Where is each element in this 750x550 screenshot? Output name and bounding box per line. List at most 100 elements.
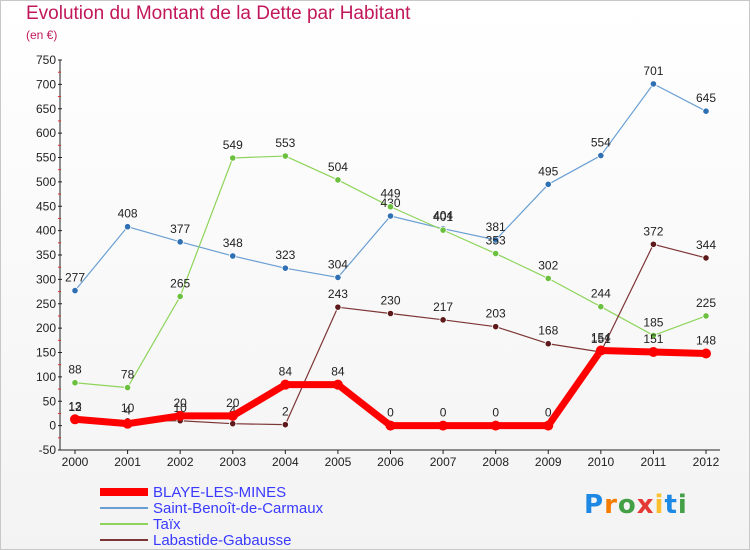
x-tick-label: 2004: [272, 455, 299, 469]
data-point: [229, 420, 237, 428]
y-tick-label: 200: [36, 321, 56, 335]
data-label: 151: [643, 332, 663, 346]
data-label: 344: [696, 238, 716, 252]
data-label: 244: [591, 287, 611, 301]
y-tick-label: 500: [36, 175, 56, 189]
legend-label: Labastide-Gabausse: [153, 531, 292, 549]
data-label: 4: [229, 404, 236, 418]
x-tick-label: 2011: [641, 455, 667, 469]
legend-label: Taïx: [153, 515, 181, 533]
data-point: [492, 323, 500, 331]
logo-letter: P: [584, 490, 605, 520]
data-label: 353: [486, 234, 506, 248]
data-label: 377: [170, 222, 190, 236]
data-label: 0: [492, 406, 499, 420]
data-label: 495: [538, 164, 558, 178]
logo-letter: i: [654, 490, 665, 520]
data-label: 0: [440, 406, 447, 420]
data-point: [334, 303, 342, 311]
x-tick-label: 2012: [693, 455, 720, 469]
data-point: [649, 80, 658, 88]
data-point: [702, 254, 710, 262]
data-point: [281, 152, 289, 160]
x-tick-label: 2007: [430, 455, 457, 469]
y-tick-label: 250: [36, 297, 56, 311]
data-label: 381: [486, 220, 506, 234]
x-tick-label: 2000: [62, 455, 89, 469]
data-point: [701, 348, 711, 359]
data-point: [122, 418, 133, 429]
logo-letter: x: [636, 490, 655, 520]
data-point: [544, 340, 552, 348]
data-label: 84: [331, 365, 345, 379]
data-point: [702, 107, 710, 115]
series-line: [74, 243, 707, 426]
data-point: [280, 379, 291, 390]
x-tick-label: 2006: [377, 455, 404, 469]
data-label: 554: [591, 136, 611, 150]
data-label: 154: [591, 331, 611, 345]
data-point: [597, 303, 605, 311]
data-label: 504: [328, 160, 348, 174]
legend-swatch: [100, 507, 148, 509]
data-point: [175, 410, 186, 421]
data-point: [229, 252, 237, 260]
legend-item: Labastide-Gabausse: [100, 531, 323, 549]
data-label: 20: [226, 396, 240, 410]
data-label: 203: [486, 307, 506, 321]
x-tick-label: 2005: [325, 455, 352, 469]
data-label: 243: [328, 287, 348, 301]
data-point: [492, 249, 500, 258]
data-label: 148: [696, 333, 716, 347]
data-point: [649, 240, 658, 248]
data-label: 225: [696, 296, 716, 310]
data-label: 78: [121, 368, 135, 382]
proxiti-logo: Proxiti: [584, 490, 688, 520]
data-label: 168: [538, 324, 558, 338]
data-label: 4: [124, 404, 131, 418]
data-point: [543, 420, 554, 431]
y-tick-label: 0: [49, 419, 56, 433]
chart-title: Evolution du Montant de la Dette par Hab…: [26, 3, 411, 24]
y-tick-label: 700: [36, 77, 56, 91]
legend-item: Taïx: [100, 515, 323, 533]
legend-swatch: [100, 488, 148, 496]
data-point: [70, 414, 80, 425]
data-point: [490, 420, 501, 431]
y-tick-label: 150: [36, 346, 56, 360]
data-label: 553: [275, 136, 295, 150]
data-label: 84: [279, 365, 293, 379]
data-label: 20: [173, 396, 187, 410]
data-label: 230: [380, 294, 400, 308]
data-label: 430: [380, 196, 400, 210]
legend-item: Saint-Benoît-de-Carmaux: [100, 500, 323, 517]
chart-subtitle: (en €): [26, 28, 58, 42]
data-point: [597, 151, 605, 160]
y-tick-label: 650: [36, 102, 56, 116]
x-tick-label: 2002: [167, 455, 194, 469]
x-tick-label: 2003: [219, 455, 246, 469]
data-point: [334, 273, 342, 282]
data-point: [123, 383, 132, 392]
data-label: 645: [696, 91, 716, 105]
data-label: 217: [433, 300, 453, 314]
data-label: 0: [545, 406, 552, 420]
data-label: 408: [118, 207, 138, 221]
data-label: 401: [433, 210, 453, 224]
x-tick-label: 2001: [114, 455, 141, 469]
data-point: [385, 420, 396, 431]
data-point: [176, 238, 184, 246]
data-point: [439, 226, 447, 234]
data-label: 2: [282, 405, 289, 419]
data-point: [332, 379, 343, 390]
data-point: [176, 292, 184, 301]
x-tick-label: 2009: [535, 455, 562, 469]
logo-letter: r: [604, 490, 618, 520]
data-label: 10: [173, 401, 187, 415]
data-point: [281, 421, 289, 429]
data-point: [386, 309, 395, 318]
data-label: 348: [223, 236, 243, 250]
data-point: [438, 420, 449, 431]
y-tick-label: 50: [43, 394, 57, 408]
